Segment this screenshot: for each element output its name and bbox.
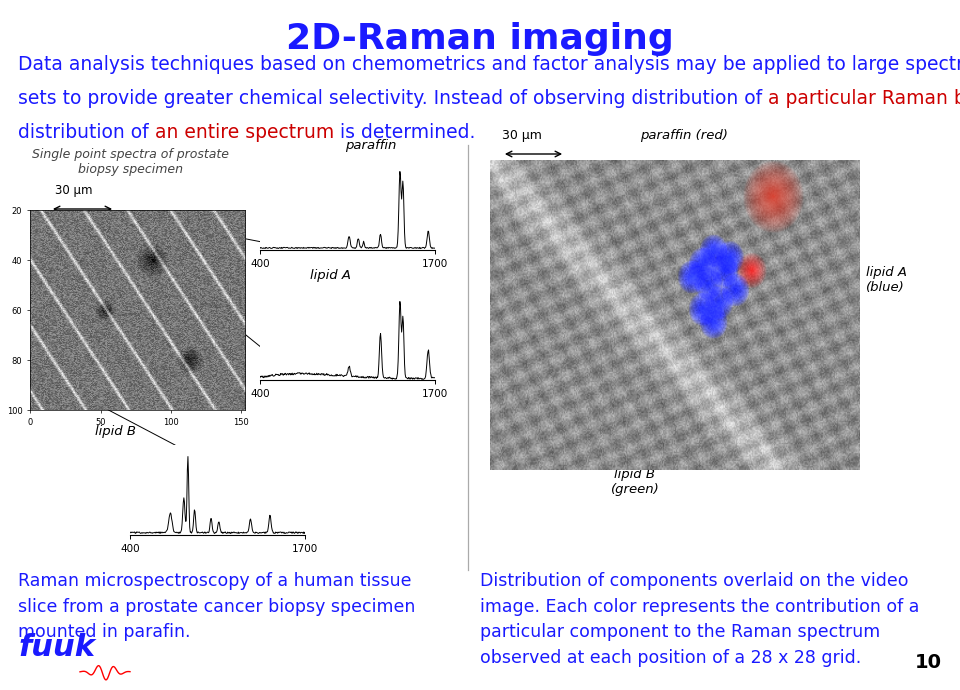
Text: Distribution of components overlaid on the video
image. Each color represents th: Distribution of components overlaid on t… (480, 572, 920, 667)
Text: Raman microspectroscopy of a human tissue
slice from a prostate cancer biopsy sp: Raman microspectroscopy of a human tissu… (18, 572, 416, 642)
Text: an entire spectrum: an entire spectrum (155, 123, 334, 142)
Text: 30 μm: 30 μm (55, 184, 92, 197)
Text: 30 μm: 30 μm (502, 129, 541, 142)
Text: is determined.: is determined. (334, 123, 475, 142)
Text: lipid A: lipid A (310, 269, 351, 282)
Text: lipid B
(green): lipid B (green) (611, 468, 660, 496)
Text: lipid A
(blue): lipid A (blue) (866, 266, 907, 294)
Text: 10: 10 (915, 653, 942, 672)
Text: distribution of: distribution of (18, 123, 155, 142)
Text: lipid B: lipid B (95, 425, 136, 438)
Text: Single point spectra of prostate
biopsy specimen: Single point spectra of prostate biopsy … (32, 148, 228, 176)
Text: paraffin (red): paraffin (red) (640, 129, 728, 142)
Text: fuuk: fuuk (18, 633, 95, 662)
Text: sets to provide greater chemical selectivity. Instead of observing distribution : sets to provide greater chemical selecti… (18, 89, 768, 108)
Text: Data analysis techniques based on chemometrics and factor analysis may be applie: Data analysis techniques based on chemom… (18, 55, 960, 74)
Text: paraffin: paraffin (345, 139, 396, 152)
Text: 2D-Raman imaging: 2D-Raman imaging (286, 22, 674, 56)
Text: a particular Raman band: a particular Raman band (768, 89, 960, 108)
